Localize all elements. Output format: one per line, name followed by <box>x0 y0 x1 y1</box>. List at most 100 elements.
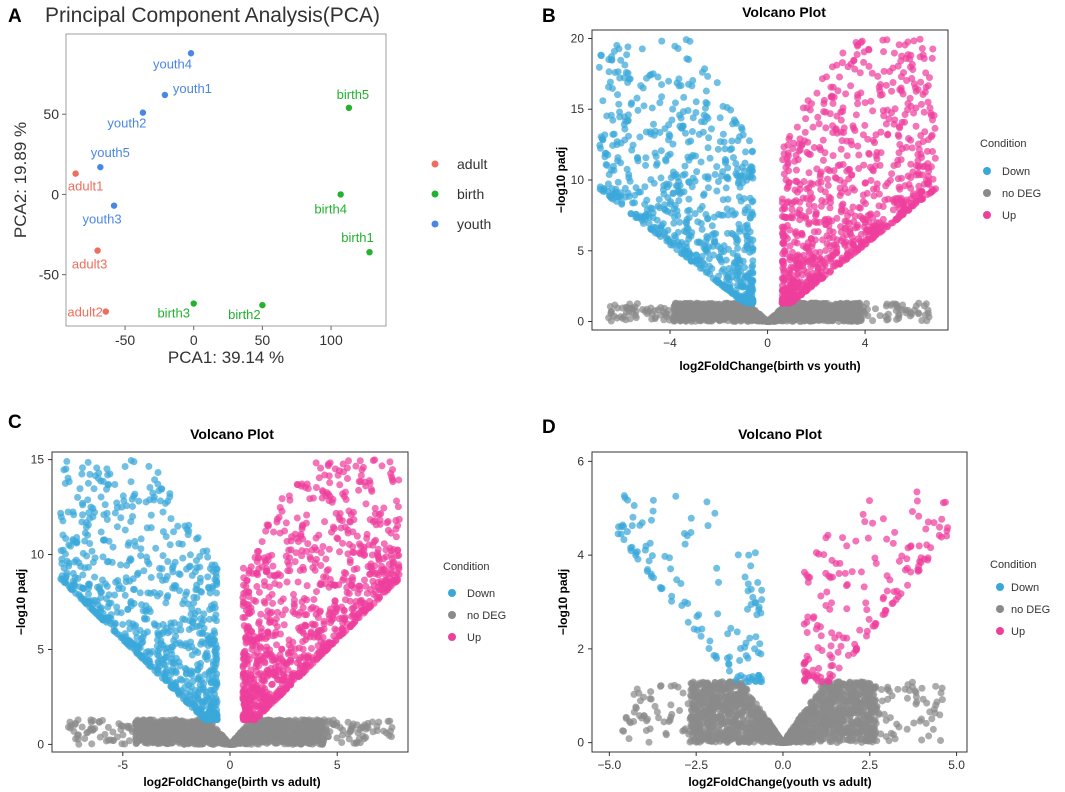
volcano-b-point-down <box>745 137 753 145</box>
volcano-b-y-tick-label: 0 <box>577 315 584 329</box>
volcano-b-point-nodeg <box>846 302 854 310</box>
volcano-b-point-down <box>749 174 757 182</box>
volcano-b-point-down <box>681 129 689 137</box>
volcano-b-point-down <box>697 219 705 227</box>
volcano-b-point-up <box>882 81 890 89</box>
volcano-b-point-nodeg <box>729 317 737 325</box>
volcano-b-legend-marker-nodeg <box>983 189 991 197</box>
volcano-b-point-down <box>683 224 691 232</box>
volcano-b-point-up <box>865 46 873 54</box>
volcano-b-point-down <box>722 284 730 292</box>
volcano-b-point-down <box>628 146 636 154</box>
volcano-b-point-up <box>839 49 847 57</box>
pca-point-adult1 <box>72 170 79 177</box>
volcano-b-point-nodeg <box>815 302 823 310</box>
volcano-b-point-up <box>796 253 804 261</box>
volcano-b-point-nodeg <box>876 312 884 320</box>
volcano-b-point-down <box>676 218 684 226</box>
volcano-b-legend-marker-down <box>983 167 991 175</box>
volcano-b-point-down <box>665 121 673 129</box>
volcano-b-point-down <box>601 150 609 158</box>
volcano-b-point-up <box>822 108 830 116</box>
volcano-b-point-down <box>634 157 642 165</box>
volcano-b-point-down <box>706 262 714 270</box>
volcano-b-point-nodeg <box>799 310 807 318</box>
pca-point-youth5 <box>97 163 104 171</box>
volcano-b-point-down <box>653 159 661 167</box>
volcano-b-point-down <box>739 131 747 139</box>
volcano-c-point-nodeg <box>313 716 321 724</box>
volcano-b-point-down <box>649 120 657 128</box>
volcano-b-point-up <box>844 250 852 258</box>
volcano-b-point-nodeg <box>618 304 626 312</box>
volcano-b-point-down <box>729 154 737 162</box>
volcano-c-point-nodeg <box>384 717 392 725</box>
volcano-b-point-nodeg <box>660 316 668 324</box>
volcano-b-point-nodeg <box>739 313 747 321</box>
volcano-b-point-nodeg <box>893 301 901 309</box>
volcano-b-x-tick-label: −4 <box>663 336 677 350</box>
volcano-b-point-up <box>869 107 877 115</box>
volcano-b-point-up <box>844 188 852 196</box>
pca-point-label: birth5 <box>337 87 370 102</box>
volcano-c-point-nodeg <box>163 737 171 745</box>
volcano-b-point-up <box>907 184 915 192</box>
pca-point-birth5 <box>345 104 353 112</box>
volcano-b-point-up <box>916 53 924 61</box>
volcano-b-point-nodeg <box>869 317 877 325</box>
volcano-c-point-nodeg <box>266 730 274 738</box>
volcano-b-point-down <box>684 106 692 114</box>
volcano-b-point-down <box>735 227 743 235</box>
volcano-b-point-up <box>897 84 905 92</box>
volcano-c-point-nodeg <box>78 723 86 731</box>
volcano-b-point-nodeg <box>918 317 926 325</box>
volcano-b-point-down <box>698 202 706 210</box>
volcano-b-point-down <box>691 210 699 218</box>
volcano-b-point-up <box>837 223 845 231</box>
volcano-b-point-down <box>626 177 634 185</box>
volcano-b-point-down <box>652 153 660 161</box>
volcano-b-point-up <box>895 149 903 157</box>
volcano-b-point-down <box>679 122 687 130</box>
volcano-b-point-nodeg <box>663 310 671 318</box>
pca-point-label: adult1 <box>68 179 103 194</box>
volcano-c-point-nodeg <box>177 729 185 737</box>
volcano-c-point-nodeg <box>362 733 370 741</box>
volcano-b-point-up <box>872 162 880 170</box>
volcano-b-point-up <box>825 234 833 242</box>
pca-point-birth4 <box>337 191 344 198</box>
pca-point-label: adult2 <box>67 305 102 320</box>
volcano-b-point-down <box>714 178 722 186</box>
volcano-b-point-up <box>891 105 899 113</box>
volcano-b-point-nodeg <box>626 300 634 308</box>
pca-point-adult2 <box>102 308 110 315</box>
volcano-b-point-down <box>702 237 710 245</box>
pca-point-label: birth3 <box>157 306 190 321</box>
volcano-b-point-down <box>671 213 679 221</box>
volcano-c-point-nodeg <box>165 719 173 727</box>
volcano-b-point-up <box>879 203 887 211</box>
volcano-b-point-down <box>654 202 662 210</box>
volcano-c-point-nodeg <box>177 722 185 730</box>
volcano-b-point-nodeg <box>622 316 630 324</box>
volcano-b-point-up <box>840 124 848 132</box>
pca-point-label: birth4 <box>314 201 347 216</box>
volcano-b-point-nodeg <box>902 309 910 317</box>
volcano-b-point-nodeg <box>791 316 799 324</box>
volcano-b-point-up <box>780 238 788 246</box>
volcano-b-point-down <box>649 209 657 217</box>
volcano-b-point-down <box>703 245 711 253</box>
volcano-b-point-up <box>929 45 937 53</box>
volcano-b-point-up <box>836 191 844 199</box>
volcano-b-point-nodeg <box>691 301 699 309</box>
volcano-b-point-up <box>830 167 838 175</box>
volcano-b-point-up <box>793 123 801 131</box>
volcano-b-point-down <box>706 270 714 278</box>
volcano-b-point-down <box>647 176 655 184</box>
volcano-b-point-up <box>932 185 940 193</box>
panel-label-b: B <box>542 6 556 27</box>
pca-x-tick-label: 0 <box>190 332 198 348</box>
volcano-b-point-nodeg <box>817 314 825 322</box>
volcano-b-point-up <box>855 151 863 159</box>
pca-legend: adult birth youth <box>431 156 491 232</box>
